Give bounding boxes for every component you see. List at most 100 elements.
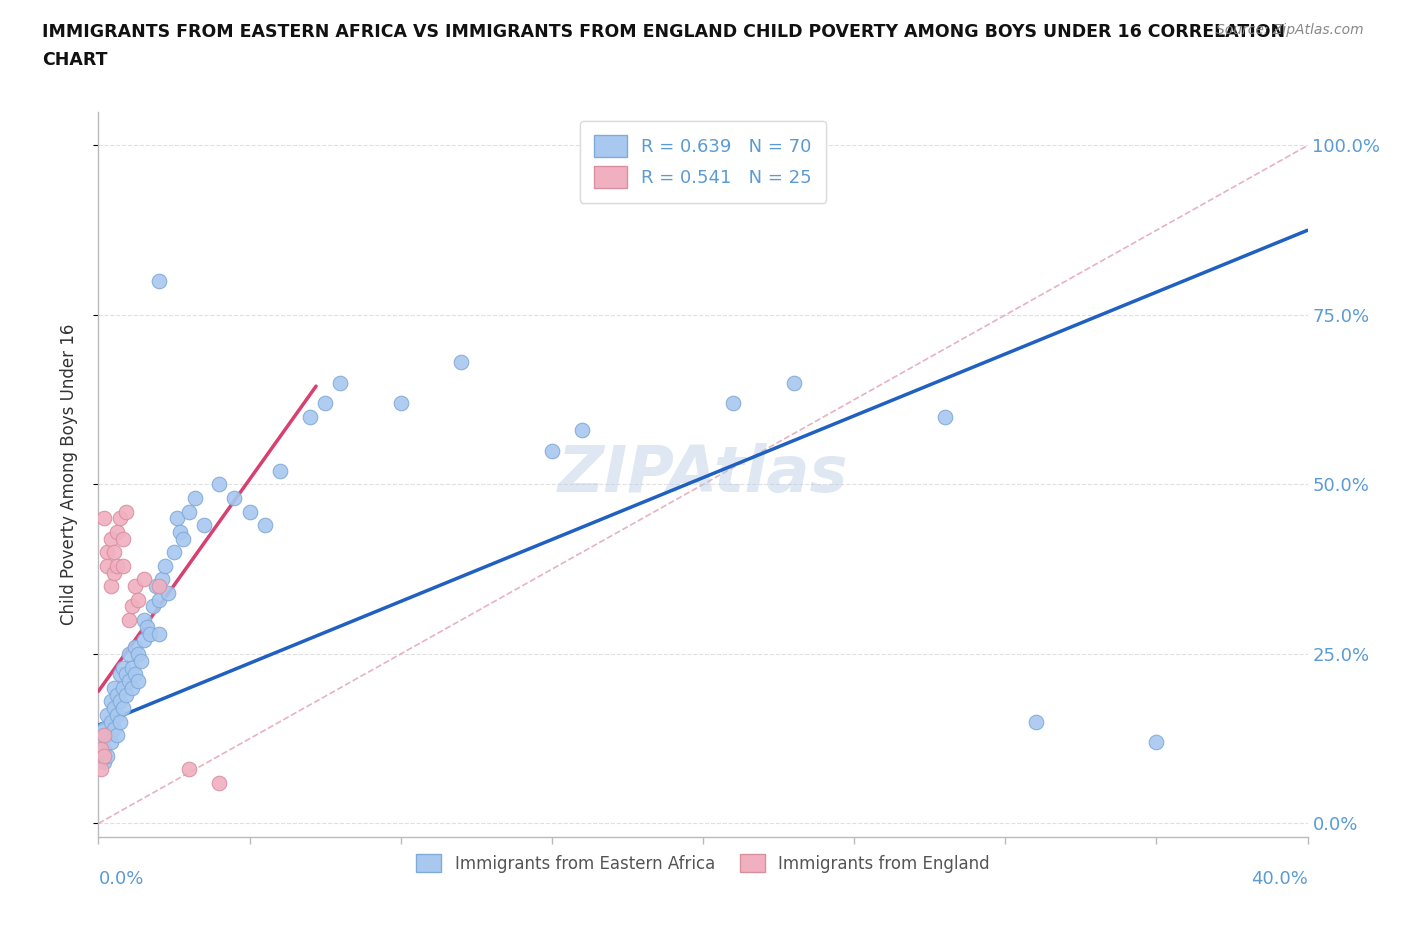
Point [105,525,128,539]
Point [124,578,146,593]
Point [90,735,112,750]
Point [148,592,170,607]
Point [224,491,246,506]
Point [127,673,149,688]
Point [114,667,136,682]
Text: 0.0%: 0.0% [98,870,143,887]
Point [153,558,176,573]
Point [90,728,112,743]
Point [179,762,201,777]
Point [100,531,122,546]
Point [114,687,136,702]
Text: CHART: CHART [42,51,108,69]
Point [111,681,134,696]
Point [124,640,146,655]
Point [299,409,322,424]
Point [253,518,276,533]
Point [193,518,215,533]
Point [100,735,122,750]
Point [108,667,131,682]
Point [96,545,118,560]
Point [111,531,134,546]
Point [142,599,165,614]
Point [208,776,231,790]
Point [114,504,136,519]
Text: Source: ZipAtlas.com: Source: ZipAtlas.com [1216,23,1364,37]
Point [783,376,806,391]
Point [93,749,115,764]
Point [93,728,115,743]
Point [450,355,472,370]
Point [103,565,125,580]
Point [132,572,155,587]
Point [148,273,170,288]
Point [1024,714,1046,729]
Point [169,525,191,539]
Point [111,558,134,573]
Point [139,626,162,641]
Text: IMMIGRANTS FROM EASTERN AFRICA VS IMMIGRANTS FROM ENGLAND CHILD POVERTY AMONG BO: IMMIGRANTS FROM EASTERN AFRICA VS IMMIGR… [42,23,1285,41]
Point [100,694,122,709]
Point [389,395,412,410]
Point [96,708,118,723]
Point [540,443,562,458]
Point [93,741,115,756]
Point [105,708,128,723]
Point [105,728,128,743]
Point [723,395,745,410]
Point [166,511,188,525]
Point [132,633,155,648]
Point [163,545,186,560]
Point [150,572,173,587]
Point [93,721,115,736]
Point [179,504,201,519]
Point [156,586,179,601]
Point [329,376,352,391]
Legend: Immigrants from Eastern Africa, Immigrants from England: Immigrants from Eastern Africa, Immigran… [409,847,997,880]
Point [132,613,155,628]
Point [127,592,149,607]
Point [103,681,125,696]
Point [108,694,131,709]
Point [111,660,134,675]
Point [111,700,134,715]
Point [103,545,125,560]
Point [96,728,118,743]
Point [90,762,112,777]
Point [127,646,149,661]
Point [184,491,207,506]
Point [121,660,143,675]
Point [148,578,170,593]
Point [93,755,115,770]
Point [100,578,122,593]
Point [90,741,112,756]
Point [96,749,118,764]
Y-axis label: Child Poverty Among Boys Under 16: Child Poverty Among Boys Under 16 [59,324,77,625]
Text: 40.0%: 40.0% [1251,870,1308,887]
Point [129,653,152,668]
Point [108,714,131,729]
Point [135,619,157,634]
Point [105,687,128,702]
Point [105,558,128,573]
Point [239,504,262,519]
Point [145,578,167,593]
Point [172,531,194,546]
Point [118,613,141,628]
Point [90,749,112,764]
Point [103,721,125,736]
Point [208,477,231,492]
Point [124,667,146,682]
Point [100,714,122,729]
Point [93,511,115,525]
Point [121,599,143,614]
Point [1144,735,1167,750]
Point [571,423,593,438]
Point [108,511,131,525]
Point [314,395,336,410]
Point [121,681,143,696]
Point [103,700,125,715]
Point [148,626,170,641]
Point [934,409,956,424]
Text: ZIPAtlas: ZIPAtlas [558,444,848,505]
